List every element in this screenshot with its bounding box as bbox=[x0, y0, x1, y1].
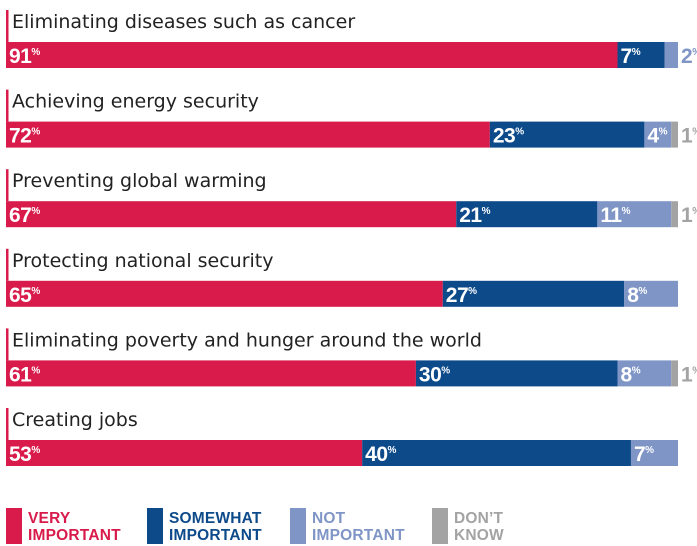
bar-segment-very bbox=[6, 121, 490, 148]
chart-legend: VERYIMPORTANTSOMEWHATIMPORTANTNOTIMPORTA… bbox=[6, 508, 504, 544]
row-divider-line bbox=[6, 10, 9, 42]
category-label: Eliminating diseases such as cancer bbox=[12, 11, 355, 33]
bar-segment-somewhat bbox=[489, 121, 645, 148]
category-label: Protecting national security bbox=[12, 250, 274, 272]
bar-segment-not bbox=[630, 440, 678, 466]
legend-label: IMPORTANT bbox=[312, 527, 405, 544]
bar-segment-not bbox=[624, 280, 678, 307]
bar-segment-not bbox=[617, 360, 672, 387]
category-label: Achieving energy security bbox=[12, 91, 259, 113]
legend-swatch bbox=[432, 508, 448, 544]
bar-segment-very bbox=[6, 360, 416, 387]
chart-row: Eliminating poverty and hunger around th… bbox=[6, 328, 697, 387]
bar-segment-very bbox=[6, 201, 457, 228]
legend-label: SOMEWHAT bbox=[169, 510, 262, 527]
row-divider-line bbox=[6, 328, 9, 361]
bar-segment-not bbox=[664, 42, 678, 68]
category-label: Creating jobs bbox=[12, 409, 138, 431]
category-label: Eliminating poverty and hunger around th… bbox=[12, 329, 482, 351]
bar-segment-somewhat bbox=[362, 440, 631, 466]
legend-label: DON’T bbox=[454, 510, 504, 527]
bar-segment-not bbox=[644, 121, 672, 148]
bar-segment-somewhat bbox=[456, 201, 598, 228]
value-label-dontknow: 1% bbox=[681, 363, 697, 386]
bar-segment-somewhat bbox=[617, 42, 665, 68]
category-label: Preventing global warming bbox=[12, 170, 267, 192]
value-label-not: 2% bbox=[681, 45, 697, 68]
legend-label: NOT bbox=[312, 510, 346, 527]
value-label-dontknow: 1% bbox=[681, 125, 697, 148]
legend-label: VERY bbox=[28, 510, 71, 527]
bar-segment-very bbox=[6, 440, 363, 466]
legend-swatch bbox=[290, 508, 306, 544]
bar-segment-dontknow bbox=[671, 360, 678, 387]
bar-segment-dontknow bbox=[671, 201, 678, 228]
value-label-dontknow: 1% bbox=[681, 204, 697, 227]
bar-segment-very bbox=[6, 280, 443, 307]
row-divider-line bbox=[6, 169, 9, 202]
legend-label: IMPORTANT bbox=[28, 527, 121, 544]
bar-segment-not bbox=[597, 201, 672, 228]
bar-segment-somewhat bbox=[415, 360, 618, 387]
bar-segment-somewhat bbox=[442, 280, 625, 307]
legend-label: KNOW bbox=[454, 527, 504, 544]
bar-segment-dontknow bbox=[671, 121, 678, 148]
row-divider-line bbox=[6, 408, 9, 440]
bar-segment-very bbox=[6, 42, 618, 68]
legend-label: IMPORTANT bbox=[169, 527, 262, 544]
row-divider-line bbox=[6, 248, 9, 281]
legend-swatch bbox=[6, 508, 22, 544]
row-divider-line bbox=[6, 89, 9, 122]
legend-swatch bbox=[147, 508, 163, 544]
